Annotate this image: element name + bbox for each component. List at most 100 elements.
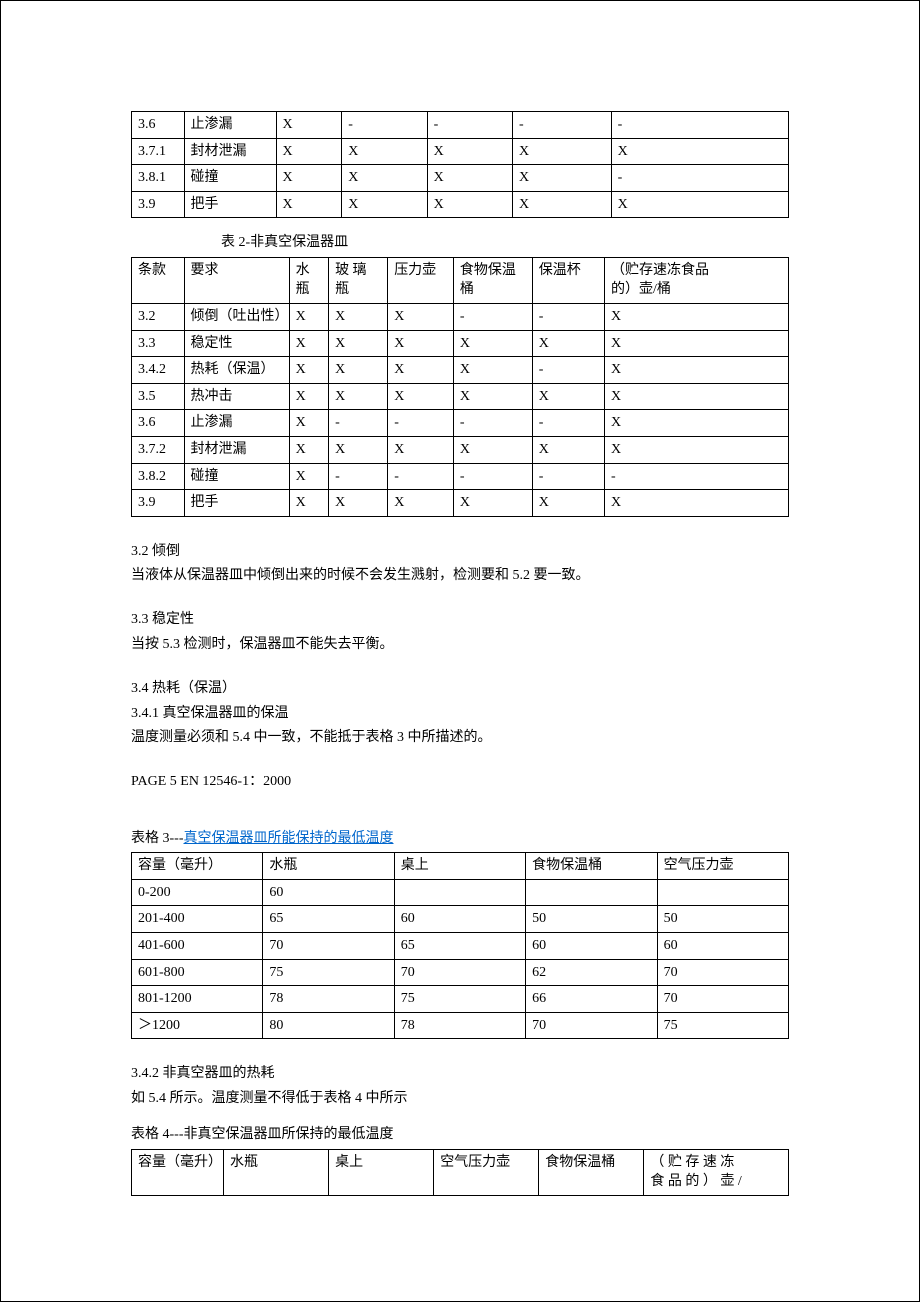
table-cell: X xyxy=(329,357,388,384)
table-cell: 3.9 xyxy=(132,490,185,517)
table-row: 3.4.2热耗（保温）XXXX-X xyxy=(132,357,789,384)
table-row: 3.9把手XXXXXX xyxy=(132,490,789,517)
table-header-row: 条款要求水瓶玻 璃瓶压力壶食物保温桶保温杯（贮存速冻食品的）壶/桶 xyxy=(132,257,789,303)
table-cell: X xyxy=(604,330,788,357)
table-header-cell: 容量（毫升） xyxy=(132,1149,224,1195)
table-cell: 65 xyxy=(263,906,394,933)
table-cell: 201-400 xyxy=(132,906,263,933)
section-3-2-body: 当液体从保温器皿中倾倒出来的时候不会发生溅射，检测要和 5.2 要一致。 xyxy=(131,565,789,587)
table-cell: 把手 xyxy=(184,490,289,517)
table-cell: X xyxy=(289,383,328,410)
table-row: 3.7.1封材泄漏XXXXX xyxy=(132,138,789,165)
table-cell: 601-800 xyxy=(132,959,263,986)
section-3-4-2-body: 如 5.4 所示。温度测量不得低于表格 4 中所示 xyxy=(131,1088,789,1110)
table-cell: 62 xyxy=(526,959,657,986)
table-header-cell: 桌上 xyxy=(329,1149,434,1195)
section-3-3-title: 3.3 稳定性 xyxy=(131,609,789,631)
table-cell: X xyxy=(289,410,328,437)
table-cell: X xyxy=(289,330,328,357)
table-cell xyxy=(657,879,788,906)
section-3-4-1-title: 3.4.1 真空保温器皿的保温 xyxy=(131,703,789,725)
table-header-cell: 水瓶 xyxy=(289,257,328,303)
table-cell: X xyxy=(289,436,328,463)
table-header-cell: 食物保温桶 xyxy=(526,853,657,880)
table-row: 601-80075706270 xyxy=(132,959,789,986)
table-cell: X xyxy=(388,490,454,517)
table-cell: X xyxy=(276,138,342,165)
table-cell: 3.7.2 xyxy=(132,436,185,463)
table-cell: 3.8.1 xyxy=(132,165,185,192)
table-cell xyxy=(394,879,525,906)
table-row: 401-60070656060 xyxy=(132,933,789,960)
table-header-cell: 空气压力壶 xyxy=(657,853,788,880)
table-cell: - xyxy=(532,410,604,437)
table-cell: 3.7.1 xyxy=(132,138,185,165)
table-header-cell: （ 贮 存 速 冻食 品 的 ） 壶 / xyxy=(644,1149,789,1195)
table-cell: X xyxy=(453,490,532,517)
table-header-cell: 玻 璃瓶 xyxy=(329,257,388,303)
table-cell: X xyxy=(276,191,342,218)
table-cell: X xyxy=(532,383,604,410)
table-cell: - xyxy=(453,303,532,330)
table-cell: X xyxy=(342,191,427,218)
table-cell: 倾倒（吐出性） xyxy=(184,303,289,330)
table-2-caption: 表 2-非真空保温器皿 xyxy=(221,232,789,254)
table-cell: 把手 xyxy=(184,191,276,218)
table-cell: X xyxy=(427,138,512,165)
table-cell: 78 xyxy=(263,986,394,1013)
table-cell: 801-1200 xyxy=(132,986,263,1013)
table-cell: - xyxy=(329,410,388,437)
table-cell: X xyxy=(342,138,427,165)
table-header-cell: （贮存速冻食品的）壶/桶 xyxy=(604,257,788,303)
table-cell: 3.2 xyxy=(132,303,185,330)
table-2: 条款要求水瓶玻 璃瓶压力壶食物保温桶保温杯（贮存速冻食品的）壶/桶3.2倾倒（吐… xyxy=(131,257,789,517)
table-row: 3.6止渗漏X----X xyxy=(132,410,789,437)
section-3-4-1-body: 温度测量必须和 5.4 中一致，不能抵于表格 3 中所描述的。 xyxy=(131,727,789,749)
table-cell: - xyxy=(453,410,532,437)
table-header-row: 容量（毫升）水瓶桌上空气压力壶食物保温桶（ 贮 存 速 冻食 品 的 ） 壶 / xyxy=(132,1149,789,1195)
table-cell: X xyxy=(289,303,328,330)
table-cell: X xyxy=(289,463,328,490)
table-cell: - xyxy=(611,165,788,192)
table-cell: X xyxy=(453,357,532,384)
table-cell: X xyxy=(289,490,328,517)
table-row: ＞120080787075 xyxy=(132,1012,789,1039)
table-row: 3.8.1碰撞XXXX- xyxy=(132,165,789,192)
table-header-cell: 容量（毫升） xyxy=(132,853,263,880)
table-cell: X xyxy=(388,436,454,463)
table-4-caption: 表格 4---非真空保温器皿所保持的最低温度 xyxy=(131,1124,789,1146)
table-cell: ＞1200 xyxy=(132,1012,263,1039)
table-cell: 封材泄漏 xyxy=(184,138,276,165)
table-cell: X xyxy=(513,165,612,192)
table-header-cell: 水瓶 xyxy=(263,853,394,880)
table-cell: 0-200 xyxy=(132,879,263,906)
table-cell: X xyxy=(427,165,512,192)
table-header-cell: 要求 xyxy=(184,257,289,303)
table-header-cell: 压力壶 xyxy=(388,257,454,303)
table-cell: X xyxy=(611,191,788,218)
table-cell: X xyxy=(329,383,388,410)
table-cell: X xyxy=(604,383,788,410)
table-cell: X xyxy=(604,410,788,437)
page-frame: 3.6止渗漏X----3.7.1封材泄漏XXXXX3.8.1碰撞XXXX-3.9… xyxy=(0,0,920,1302)
table-cell: - xyxy=(611,112,788,139)
table-cell: X xyxy=(532,330,604,357)
table-row: 3.8.2碰撞X----- xyxy=(132,463,789,490)
table-3-caption: 表格 3---真空保温器皿所能保持的最低温度 xyxy=(131,828,789,850)
table-cell: X xyxy=(453,383,532,410)
table-cell: 碰撞 xyxy=(184,463,289,490)
table-cell: - xyxy=(453,463,532,490)
table-row: 3.3稳定性XXXXXX xyxy=(132,330,789,357)
table-cell: X xyxy=(453,436,532,463)
table-cell: X xyxy=(388,303,454,330)
table-cell: X xyxy=(289,357,328,384)
table-cell: - xyxy=(532,357,604,384)
table-header-cell: 条款 xyxy=(132,257,185,303)
table-cell: 热耗（保温） xyxy=(184,357,289,384)
table-header-row: 容量（毫升）水瓶桌上食物保温桶空气压力壶 xyxy=(132,853,789,880)
table-cell: 50 xyxy=(657,906,788,933)
table-cell: 碰撞 xyxy=(184,165,276,192)
page-reference: PAGE 5 EN 12546-1：2000 xyxy=(131,771,789,793)
table-cell: - xyxy=(329,463,388,490)
table-cell: 70 xyxy=(657,959,788,986)
